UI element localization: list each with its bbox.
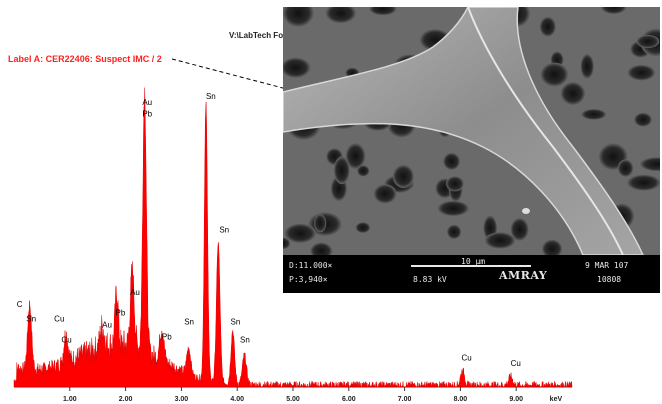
peak-label: Au bbox=[130, 288, 140, 297]
sem-distance: D:11.000× bbox=[289, 261, 332, 270]
sem-pore bbox=[447, 225, 461, 239]
sem-pore bbox=[637, 35, 660, 48]
peak-label: Sn bbox=[26, 315, 36, 324]
x-tick-label: 1.00 bbox=[63, 396, 77, 403]
sem-pore bbox=[485, 232, 516, 249]
sem-magnification: P:3,940× bbox=[289, 275, 328, 284]
x-tick-label: 9.00 bbox=[509, 396, 523, 403]
sem-pore bbox=[618, 160, 634, 177]
peak-label: Sn bbox=[240, 335, 250, 344]
sem-date: 9 MAR 107 bbox=[585, 261, 628, 270]
sem-pore bbox=[443, 153, 460, 170]
peak-label: Pb bbox=[116, 309, 126, 318]
sem-pore bbox=[314, 214, 326, 232]
peak-label: Cu bbox=[61, 335, 71, 344]
sem-pore bbox=[393, 165, 414, 188]
sem-frame: 10808 bbox=[597, 275, 621, 284]
peak-label: Pb bbox=[162, 332, 172, 341]
sem-pore bbox=[561, 82, 586, 105]
sem-pore bbox=[357, 165, 369, 176]
peak-label: Au bbox=[142, 98, 152, 107]
sem-pore bbox=[540, 17, 556, 37]
sem-pore bbox=[581, 109, 606, 120]
peak-label: Pb bbox=[142, 110, 152, 119]
x-tick-label: 2.00 bbox=[119, 396, 133, 403]
spectrum-title: Label A: CER22406: Suspect IMC / 2 bbox=[8, 54, 162, 64]
peak-label: Cu bbox=[511, 359, 521, 368]
x-axis-unit: keV bbox=[550, 396, 563, 403]
sem-pore bbox=[627, 175, 660, 191]
sem-pore bbox=[446, 176, 464, 191]
x-tick-label: 3.00 bbox=[175, 396, 189, 403]
sem-pore bbox=[356, 222, 371, 233]
x-tick-label: 4.00 bbox=[230, 396, 244, 403]
sem-voltage: 8.83 kV bbox=[413, 275, 447, 284]
x-tick-label: 6.00 bbox=[342, 396, 356, 403]
sem-brand-label: AMRAY bbox=[499, 269, 547, 282]
peak-label: Sn bbox=[184, 318, 194, 327]
sem-pore bbox=[284, 224, 316, 243]
peak-label: Sn bbox=[219, 226, 229, 235]
peak-label: C bbox=[17, 300, 23, 309]
sem-readout-bar: D:11.000× P:3,940× 10 µm 8.83 kV AMRAY 9… bbox=[283, 255, 660, 293]
peak-label: Cu bbox=[54, 315, 64, 324]
sem-pore bbox=[628, 65, 656, 81]
peak-label: Sn bbox=[231, 318, 241, 327]
peak-label: Cu bbox=[462, 353, 472, 362]
sem-scale-label: 10 µm bbox=[461, 257, 485, 266]
sem-pore bbox=[541, 63, 569, 87]
x-tick-label: 8.00 bbox=[454, 396, 468, 403]
x-tick-label: 5.00 bbox=[286, 396, 300, 403]
sem-micrograph: D:11.000× P:3,940× 10 µm 8.83 kV AMRAY 9… bbox=[283, 7, 660, 293]
x-ticks: 1.00 2.00 3.00 4.00 5.00 6.00 7.00 8.00 9.00 keV bbox=[63, 387, 562, 403]
sem-pore bbox=[374, 184, 397, 203]
peak-label: Sn bbox=[206, 92, 216, 101]
x-tick-label: 7.00 bbox=[398, 396, 412, 403]
sem-pore bbox=[334, 156, 350, 184]
sem-pore bbox=[581, 54, 594, 79]
sem-pore bbox=[438, 201, 469, 216]
sem-pore bbox=[634, 113, 652, 127]
sem-image bbox=[283, 7, 660, 255]
peak-label: Au bbox=[102, 321, 112, 330]
